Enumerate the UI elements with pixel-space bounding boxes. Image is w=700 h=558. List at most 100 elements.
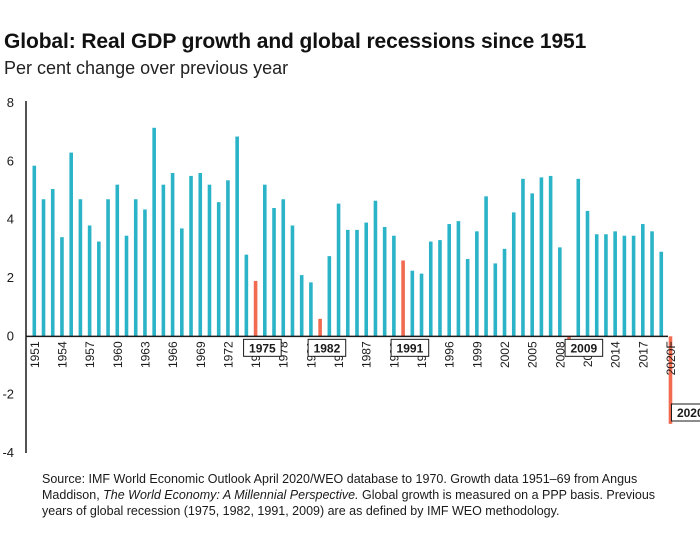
bar-2015 [622,235,627,337]
bar-1959 [106,199,110,337]
recession-callout-box [390,338,430,357]
y-tick-label: -2 [2,387,14,402]
bar-1953 [50,189,55,337]
bar-1952 [41,199,46,337]
bar-1960 [115,184,120,337]
bar-1990 [392,235,396,337]
recession-callout-box [564,338,604,357]
recession-callout-box [307,338,347,357]
bar-1997 [456,221,461,337]
bar-2006 [539,177,544,337]
x-tick-label: 1999 [470,341,484,368]
source-text-1: Source: IMF World Economic Outlook April… [42,472,638,502]
x-tick-label: 1951 [28,341,42,368]
y-tick-label: 2 [7,270,14,285]
bar-1972 [226,180,230,337]
source-book-title: The World Economy: A Millennial Perspect… [103,488,359,502]
bar-1991 [401,260,405,337]
bar-1965 [161,184,166,337]
bar-2019 [659,251,664,337]
bar-2001 [493,263,498,337]
bar-1988 [373,200,378,337]
x-tick-label: 1957 [83,341,97,368]
recession-callout-label: 2020F [677,406,700,420]
bar-1985 [345,229,350,337]
bar-2020F [668,336,673,424]
bar-1955 [69,152,73,337]
bar-1982 [318,318,322,337]
bar-1996 [447,224,451,337]
bar-1969 [198,173,203,337]
y-tick-label: -4 [2,445,14,460]
y-tick-label: 6 [7,153,14,168]
bar-2005 [530,193,534,337]
bar-1967 [180,228,184,337]
bar-2014 [613,231,617,337]
bar-1983 [327,256,332,337]
bar-1993 [419,273,424,337]
bar-1981 [309,282,313,337]
bar-2009 [567,336,571,340]
bar-1975 [253,280,258,337]
x-tick-label: 1987 [360,341,374,368]
chart-subtitle: Per cent change over previous year [4,58,289,78]
bar-1951 [32,165,37,337]
bar-1954 [60,237,64,337]
y-tick-label: 8 [7,95,14,110]
bar-2008 [558,247,562,337]
x-tick-label: 2008 [553,341,567,368]
bar-1978 [281,199,286,337]
bar-1987 [364,222,369,337]
bar-2017 [641,224,645,337]
bar-1962 [133,199,138,337]
bar-1977 [272,208,276,337]
bar-2018 [650,231,654,337]
x-tick-label: 2020F [664,341,678,375]
bar-2002 [502,248,507,337]
gdp-growth-bar-chart: -4 -2 0 2 4 6 8 1951 1954 1957 1960 1963 1966 1969 197… [2,95,700,460]
bar-1994 [428,241,433,337]
bar-2000 [484,196,488,337]
bar-1956 [78,199,83,337]
y-tick-label: 4 [7,212,14,227]
x-tick-label: 1969 [194,341,208,368]
bar-1992 [410,270,415,337]
recession-callout-box [243,338,282,357]
bar-2007 [548,175,553,337]
bar-2013 [604,234,608,337]
bar-1958 [97,241,101,337]
bar-1973 [235,136,239,337]
bar-1995 [438,240,442,337]
x-tick-label: 1960 [111,341,125,368]
bar-1964 [152,127,156,337]
bar-1999 [475,231,479,337]
recession-callout-label: 1991 [397,341,424,355]
bar-1989 [382,226,387,337]
x-tick-label: 2002 [498,341,512,368]
x-tick-label: 2017 [636,341,650,368]
bar-1961 [124,235,129,337]
y-tick-label: 0 [7,328,14,343]
bar-1963 [143,209,147,337]
bar-2004 [521,178,525,337]
bar-2016 [631,235,636,337]
bar-1998 [465,259,470,337]
x-tick-label: 2005 [526,341,540,368]
bar-2011 [585,210,590,337]
bar-1976 [263,184,267,337]
x-tick-label: 1972 [221,341,235,368]
bar-1957 [87,225,92,337]
bar-2003 [511,212,516,337]
bar-1968 [189,175,193,337]
recession-callout-box [670,403,700,422]
chart-title: Global: Real GDP growth and global reces… [4,30,587,53]
source-text-2: Global growth is measured on a PPP basis… [42,488,656,518]
x-tick-label: 2014 [609,341,623,368]
bar-1966 [170,173,175,337]
bar-1970 [207,184,212,337]
bar-1971 [216,202,221,337]
recession-callout-label: 2009 [571,341,598,355]
bar-2012 [594,234,599,337]
x-tick-label: 1996 [443,341,457,368]
x-tick-label: 1954 [55,341,69,368]
